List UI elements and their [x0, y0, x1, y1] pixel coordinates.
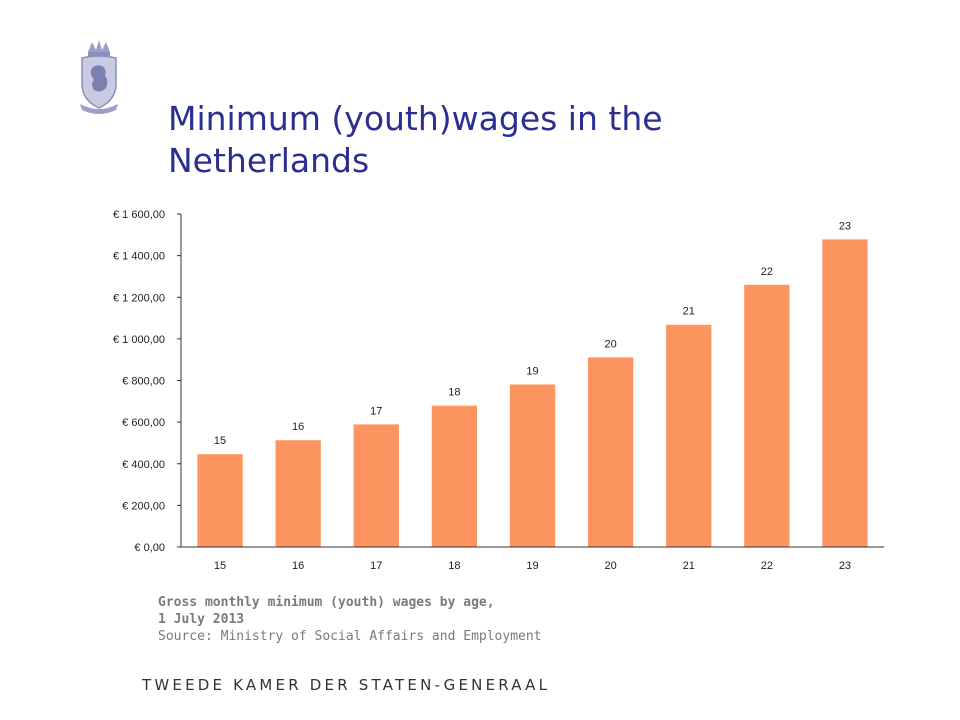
- bar: [353, 424, 399, 547]
- page-title-line-1: Minimum (youth)wages in the: [168, 99, 663, 138]
- data-labels: 15 16 17 18 19 20 21 22 23: [214, 220, 851, 447]
- bar-data-label: 16: [292, 421, 304, 433]
- bar-data-label: 19: [526, 365, 538, 377]
- bar-data-label: 20: [604, 338, 616, 350]
- page-title: Minimum (youth)wages in the Netherlands: [168, 98, 868, 182]
- y-tick-label: € 1 200,00: [113, 292, 165, 304]
- bar-data-label: 21: [683, 306, 695, 318]
- caption-line-1: Gross monthly minimum (youth) wages by a…: [158, 595, 495, 610]
- x-tick-label: 22: [761, 560, 773, 572]
- bar: [275, 440, 321, 547]
- y-tick-label: € 800,00: [122, 376, 165, 388]
- y-axis: € 0,00 € 200,00 € 400,00 € 600,00 € 800,00 € …: [113, 209, 182, 554]
- x-tick-label: 20: [604, 560, 616, 572]
- x-tick-label: 15: [214, 560, 226, 572]
- bar: [509, 384, 556, 547]
- bar: [197, 454, 243, 547]
- caption-source: Source: Ministry of Social Affairs and E…: [158, 629, 542, 644]
- coat-of-arms-logo: [74, 38, 124, 114]
- x-tick-label: 16: [292, 560, 304, 572]
- page-title-line-2: Netherlands: [168, 141, 370, 180]
- bars: [197, 239, 868, 548]
- bar-data-label: 23: [839, 220, 851, 232]
- x-tick-label: 23: [839, 560, 851, 572]
- bar: [587, 357, 634, 547]
- bar-data-label: 18: [448, 387, 460, 399]
- y-tick-label: € 200,00: [122, 500, 165, 512]
- x-tick-label: 21: [683, 560, 695, 572]
- y-tick-label: € 1 400,00: [113, 251, 165, 263]
- x-tick-label: 18: [448, 560, 460, 572]
- caption-line-2: 1 July 2013: [158, 612, 245, 627]
- y-tick-label: € 1 000,00: [113, 334, 165, 346]
- y-tick-label: € 400,00: [122, 459, 165, 471]
- y-tick-label: € 600,00: [122, 417, 165, 429]
- wage-bar-chart: € 0,00 € 200,00 € 400,00 € 600,00 € 800,00 € …: [113, 209, 884, 572]
- chart-caption: Gross monthly minimum (youth) wages by a…: [158, 594, 858, 645]
- bar-data-label: 22: [761, 266, 773, 278]
- y-tick-label: € 0,00: [134, 542, 165, 554]
- footer-organization: TWEEDE KAMER DER STATEN-GENERAAL: [142, 676, 551, 694]
- bar-data-label: 17: [370, 405, 382, 417]
- y-tick-label: € 1 600,00: [113, 209, 165, 221]
- bar: [822, 239, 868, 548]
- x-tick-label: 19: [526, 560, 538, 572]
- x-tick-label: 17: [370, 560, 382, 572]
- x-axis: 15 16 17 18 19 20 21 22 23: [181, 546, 884, 572]
- bar: [666, 324, 712, 547]
- bar: [744, 284, 790, 547]
- bar-data-label: 15: [214, 435, 226, 447]
- bar: [431, 405, 478, 547]
